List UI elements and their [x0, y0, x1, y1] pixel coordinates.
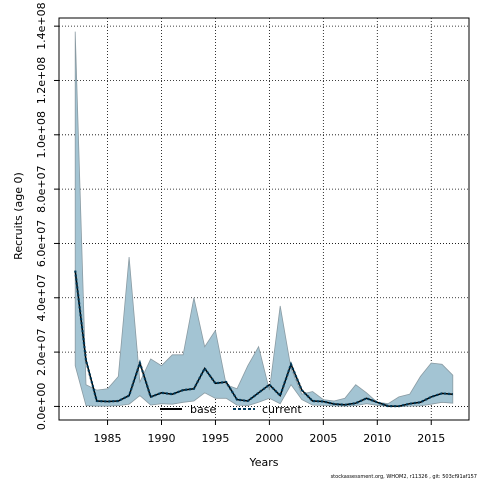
y-tick-label: 1.0e+08: [35, 111, 48, 158]
legend: base current: [160, 403, 302, 416]
legend-label-current: current: [262, 403, 302, 416]
y-tick-label: 0.0e+00: [35, 383, 48, 430]
y-tick-label: 4.0e+07: [35, 274, 48, 321]
y-tick-label: 2.0e+07: [35, 328, 48, 375]
x-tick-label: 2015: [417, 432, 445, 445]
x-tick-label: 2000: [255, 432, 283, 445]
y-axis: 0.0e+00 2.0e+07 4.0e+07 6.0e+07 8.0e+07 1.0e+…: [35, 2, 59, 430]
series-line-current: [74, 270, 453, 408]
legend-label-base: base: [190, 403, 216, 416]
x-axis-title: Years: [248, 456, 278, 469]
x-tick-label: 2005: [309, 432, 337, 445]
y-tick-label: 1.4e+08: [35, 2, 48, 49]
x-tick-label: 1990: [148, 432, 176, 445]
y-tick-label: 1.2e+08: [35, 57, 48, 104]
confidence-interval-band: [74, 31, 454, 407]
y-tick-label: 6.0e+07: [35, 220, 48, 267]
x-tick-label: 2010: [363, 432, 391, 445]
grid-lines: [59, 18, 469, 420]
x-tick-label: 1985: [94, 432, 122, 445]
plot-frame: [58, 17, 470, 421]
x-tick-label: 1995: [201, 432, 229, 445]
y-axis-title: Recruits (age 0): [12, 172, 25, 260]
x-axis: 1985 1990 1995 2000 2005 2010 2015: [94, 420, 445, 445]
footer-text: stockassessment.org, WHOM2, r11326 , git…: [331, 474, 477, 480]
y-tick-label: 8.0e+07: [35, 165, 48, 212]
